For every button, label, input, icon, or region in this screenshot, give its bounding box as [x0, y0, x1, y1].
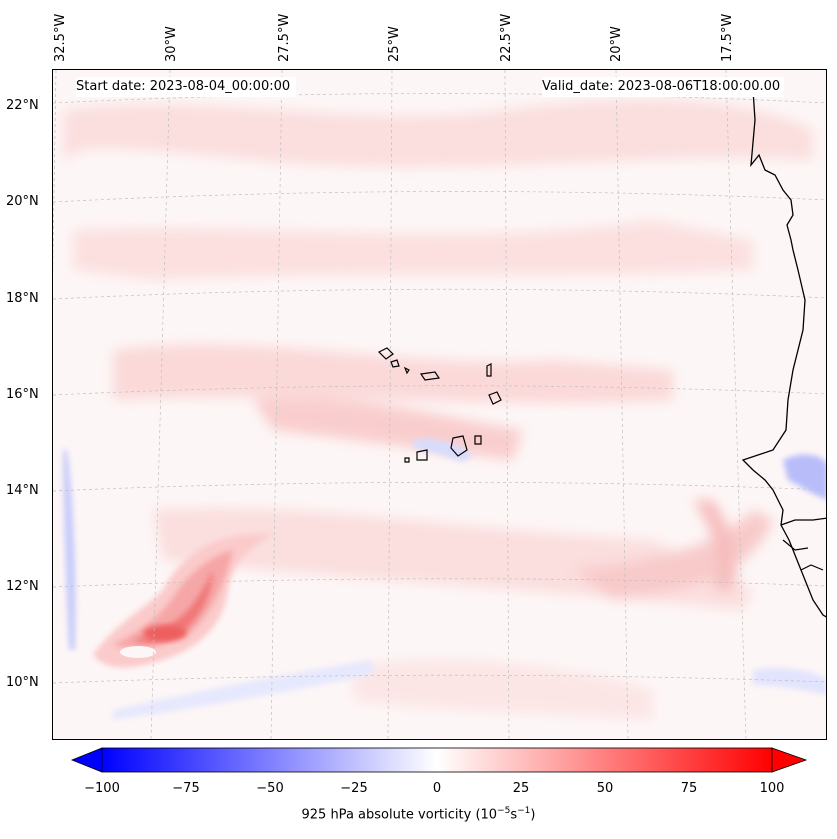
valid-date-label: Valid_date: 2023-08-06T18:00:00.00 — [542, 77, 785, 97]
lat-label: 16°N — [6, 387, 39, 402]
map-panel[interactable] — [52, 69, 827, 740]
colorbar-tick: 25 — [512, 781, 530, 796]
lat-label: 20°N — [6, 194, 39, 209]
lon-label: 32.5°W — [53, 13, 68, 62]
lat-label: 14°N — [6, 483, 39, 498]
lon-label: 27.5°W — [277, 13, 292, 62]
colorbar-tick: 100 — [759, 781, 785, 796]
lon-label: 30°W — [164, 26, 179, 62]
colorbar-tick: −25 — [340, 781, 368, 796]
lat-label: 10°N — [6, 675, 39, 690]
colorbar-extend-max — [771, 747, 808, 773]
vorticity-weak-positive — [63, 99, 813, 720]
lat-label: 12°N — [6, 579, 39, 594]
lat-label: 18°N — [6, 291, 39, 306]
lat-label: 22°N — [6, 98, 39, 113]
lon-label: 17.5°W — [720, 13, 735, 62]
colorbar — [70, 747, 808, 773]
cape-verde-islands — [377, 347, 502, 463]
colorbar-tick: −50 — [256, 781, 284, 796]
lon-label: 20°W — [609, 26, 624, 62]
vorticity-field — [53, 70, 826, 739]
colorbar-tick: 0 — [432, 781, 442, 796]
africa-coastline — [741, 89, 826, 618]
colorbar-label: 925 hPa absolute vorticity (10−5s−1) — [301, 806, 536, 823]
colorbar-body — [101, 747, 773, 773]
gridlines — [53, 70, 826, 739]
start-date-label: Start date: 2023-08-04_00:00:00 — [76, 77, 297, 97]
colorbar-tick: 75 — [680, 781, 698, 796]
colorbar-tick: −75 — [172, 781, 200, 796]
lon-label: 22.5°W — [499, 13, 514, 62]
africa-coastline-inlet — [780, 517, 826, 571]
vorticity-weak-negative — [63, 438, 826, 720]
colorbar-tick: 50 — [596, 781, 614, 796]
colorbar-tick: −100 — [84, 781, 120, 796]
colorbar-extend-min — [70, 747, 103, 773]
lon-label: 25°W — [387, 26, 402, 62]
